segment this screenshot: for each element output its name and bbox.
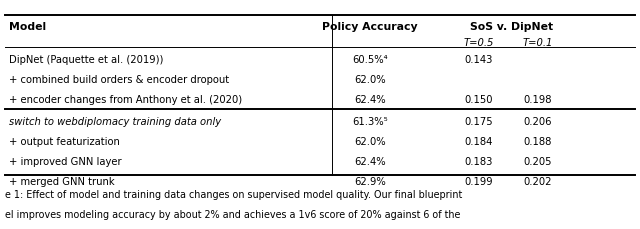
Text: e 1: Effect of model and training data changes on supervised model quality. Our : e 1: Effect of model and training data c… — [5, 189, 462, 199]
Text: 62.0%: 62.0% — [354, 137, 386, 147]
Text: SoS v. DipNet: SoS v. DipNet — [470, 22, 553, 32]
Text: 0.183: 0.183 — [465, 157, 493, 166]
Text: 0.199: 0.199 — [465, 177, 493, 186]
Text: el improves modeling accuracy by about 2% and achieves a 1v6 score of 20% agains: el improves modeling accuracy by about 2… — [5, 210, 461, 219]
Text: 0.150: 0.150 — [465, 95, 493, 105]
Text: + combined build orders & encoder dropout: + combined build orders & encoder dropou… — [9, 75, 229, 85]
Text: 0.202: 0.202 — [524, 177, 552, 186]
Text: 0.198: 0.198 — [524, 95, 552, 105]
Text: + encoder changes from Anthony et al. (2020): + encoder changes from Anthony et al. (2… — [9, 95, 242, 105]
Text: T=0.5: T=0.5 — [463, 38, 494, 48]
Text: Policy Accuracy: Policy Accuracy — [322, 22, 418, 32]
Text: 61.3%⁵: 61.3%⁵ — [352, 117, 388, 127]
Text: + improved GNN layer: + improved GNN layer — [9, 157, 122, 166]
Text: 60.5%⁴: 60.5%⁴ — [352, 55, 388, 65]
Text: 0.188: 0.188 — [524, 137, 552, 147]
Text: 0.205: 0.205 — [524, 157, 552, 166]
Text: 0.143: 0.143 — [465, 55, 493, 65]
Text: + merged GNN trunk: + merged GNN trunk — [9, 177, 115, 186]
Text: 62.0%: 62.0% — [354, 75, 386, 85]
Text: Model: Model — [9, 22, 46, 32]
Text: + output featurization: + output featurization — [9, 137, 120, 147]
Text: DipNet (Paquette et al. (2019)): DipNet (Paquette et al. (2019)) — [9, 55, 163, 65]
Text: switch to webdiplomacy training data only: switch to webdiplomacy training data onl… — [9, 117, 221, 127]
Text: 62.4%: 62.4% — [354, 95, 386, 105]
Text: 0.206: 0.206 — [524, 117, 552, 127]
Text: 0.184: 0.184 — [465, 137, 493, 147]
Text: 62.4%: 62.4% — [354, 157, 386, 166]
Text: 0.175: 0.175 — [465, 117, 493, 127]
Text: 62.9%: 62.9% — [354, 177, 386, 186]
Text: T=0.1: T=0.1 — [522, 38, 553, 48]
